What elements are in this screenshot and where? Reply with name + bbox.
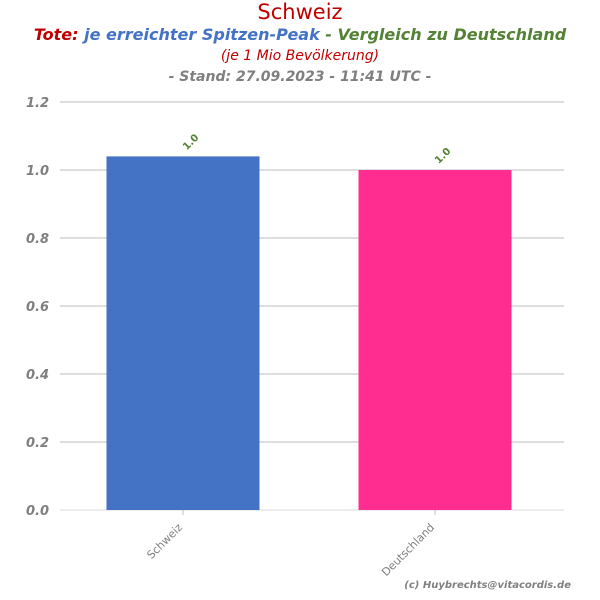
- y-tick-label: 0.8: [26, 232, 49, 247]
- bar: [106, 156, 260, 510]
- x-tick-label: Schweiz: [144, 521, 185, 562]
- x-tick-label: Deutschland: [379, 521, 437, 579]
- chart-title: Schweiz: [257, 0, 343, 24]
- data-label: 1.0: [181, 132, 201, 152]
- y-tick-label: 0.4: [26, 368, 49, 383]
- subtitle-comparison: - Vergleich zu Deutschland: [319, 25, 567, 44]
- y-tick-label: 1.2: [26, 96, 49, 111]
- bar: [358, 170, 512, 510]
- subtitle-tote: Tote:: [33, 25, 79, 44]
- data-label: 1.0: [433, 146, 453, 166]
- chart-subtitle: Tote: je erreichter Spitzen-Peak - Vergl…: [0, 24, 600, 46]
- subtitle-peak: je erreichter Spitzen-Peak: [78, 25, 320, 44]
- chart-subtitle-date: - Stand: 27.09.2023 - 11:41 UTC -: [168, 69, 432, 85]
- y-tick-label: 0.0: [26, 504, 49, 519]
- y-tick-label: 0.6: [26, 300, 49, 315]
- y-tick-label: 0.2: [26, 436, 49, 451]
- credit-text: (c) Huybrechts@vitacordis.de: [404, 580, 571, 591]
- chart-subtitle-population: (je 1 Mio Bevölkerung): [220, 48, 380, 64]
- y-tick-label: 1.0: [26, 164, 49, 179]
